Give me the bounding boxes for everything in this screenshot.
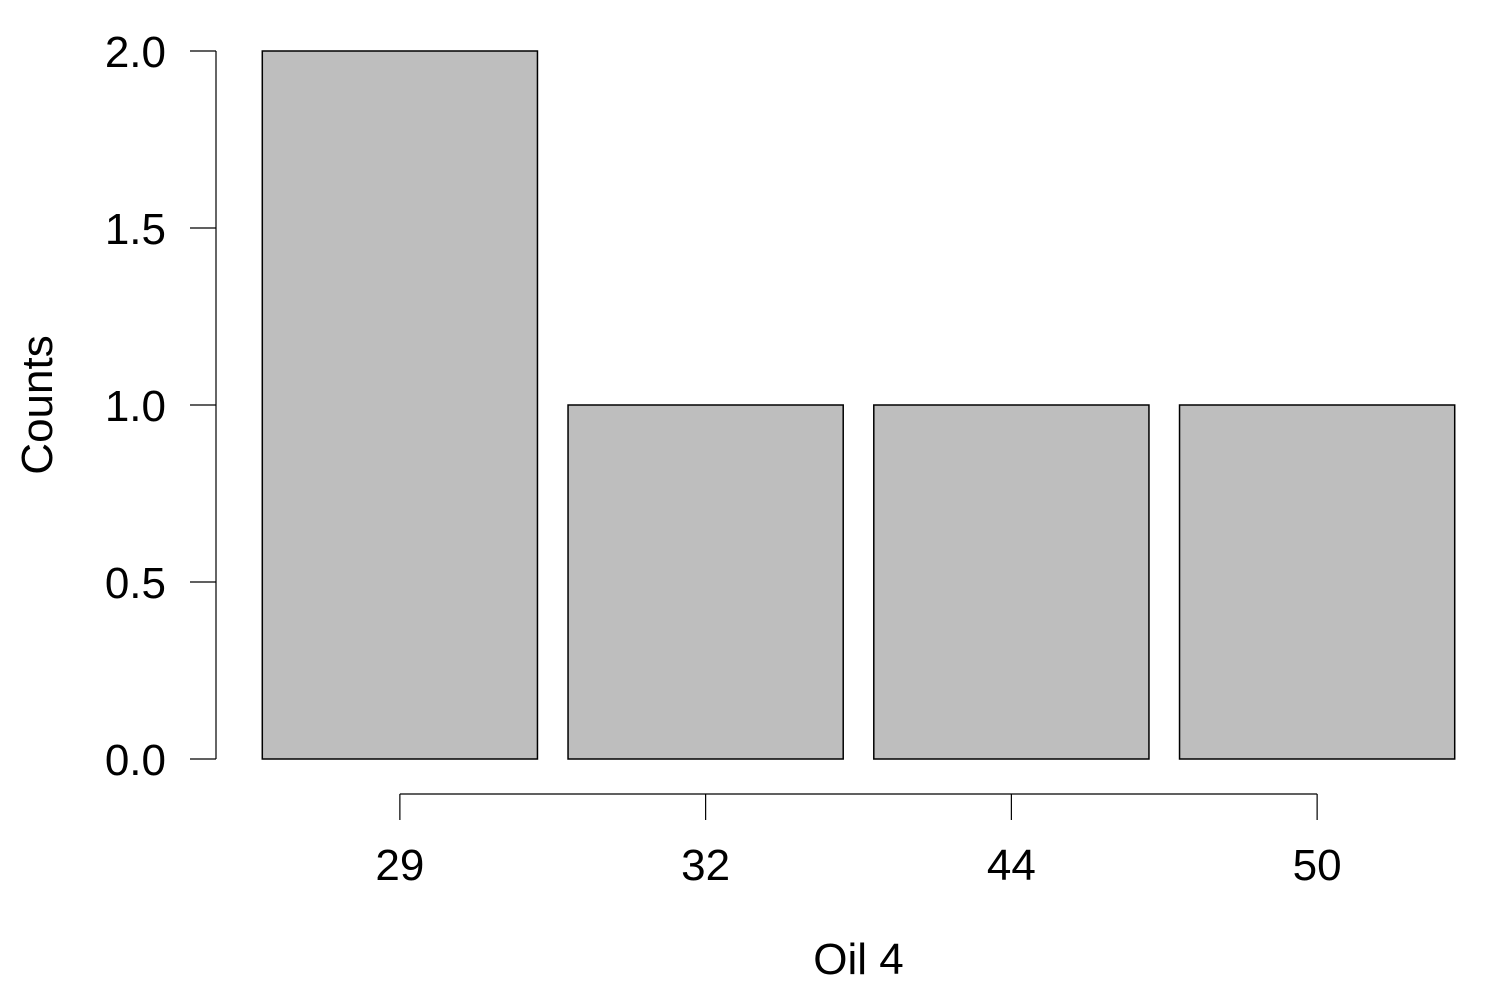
bar-44 — [873, 404, 1150, 760]
bars-group — [261, 50, 1456, 760]
x-tick-label: 29 — [375, 841, 424, 890]
y-axis-title: Counts — [13, 335, 62, 474]
x-tick-label: 32 — [681, 841, 730, 890]
y-tick-label: 1.5 — [105, 205, 166, 254]
x-axis-title: Oil 4 — [813, 935, 903, 984]
y-tick-label: 0.5 — [105, 559, 166, 608]
y-tick-label: 1.0 — [105, 382, 166, 431]
y-axis-ticks: 0.0 0.5 1.0 1.5 2.0 — [105, 28, 216, 785]
x-tick-label: 44 — [987, 841, 1036, 890]
bar-29 — [261, 50, 539, 760]
y-tick-label: 2.0 — [105, 28, 166, 77]
y-tick-label: 0.0 — [105, 736, 166, 785]
bar-50 — [1178, 404, 1456, 760]
bar-32 — [567, 404, 844, 760]
x-axis-ticks: 29 32 44 50 — [375, 794, 1342, 890]
x-tick-label: 50 — [1293, 841, 1342, 890]
